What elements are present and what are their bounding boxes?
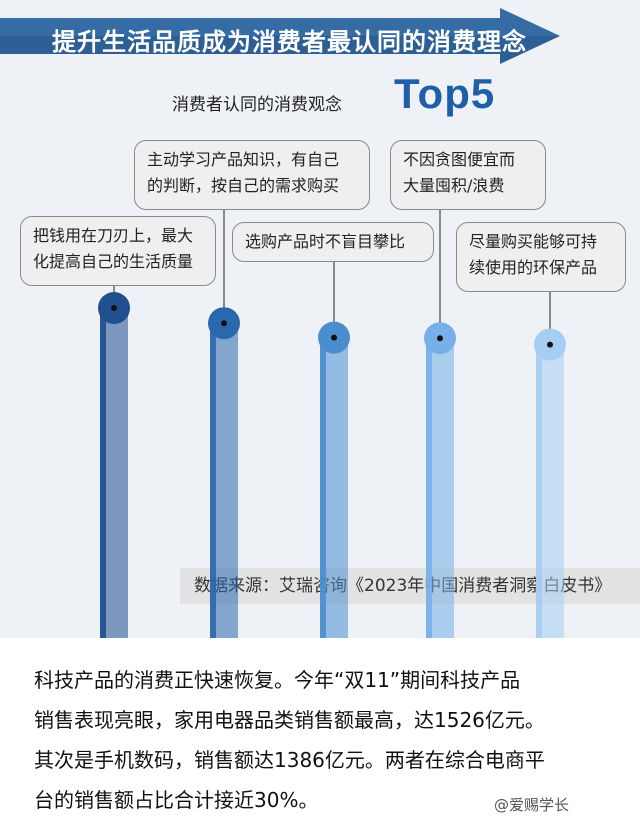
bubble-2-line1: 主动学习产品知识，有自己 [147, 150, 340, 169]
bubble-4: 不因贪图便宜而 大量囤积/浪费 [390, 140, 546, 210]
bubble-5: 尽量购买能够可持 续使用的环保产品 [456, 222, 626, 292]
paragraph-line-4: 台的销售额占比合计接近30%。 [34, 788, 319, 812]
body-paragraph: 科技产品的消费正快速恢复。今年“双11”期间科技产品 销售表现亮眼，家用电器品类… [34, 660, 614, 820]
bubble-5-line2: 续使用的环保产品 [469, 258, 598, 277]
chart-subtitle: 消费者认同的消费观念 [172, 95, 342, 115]
bubble-1-line2: 化提高自己的生活质量 [33, 252, 194, 271]
top5-heading: Top5 [394, 70, 496, 117]
banner-title: 提升生活品质成为消费者最认同的消费理念 [52, 28, 527, 56]
bubble-2: 主动学习产品知识，有自己 的判断，按自己的需求购买 [134, 140, 370, 210]
bubble-5-line1: 尽量购买能够可持 [469, 232, 598, 251]
bar-cap-dot-4 [437, 335, 443, 342]
bar-edge-3 [320, 337, 326, 638]
bubble-3-line1: 选购产品时不盲目攀比 [245, 232, 406, 251]
bubble-3: 选购产品时不盲目攀比 [232, 222, 434, 262]
bar-edge-2 [210, 323, 216, 638]
bar-cap-dot-5 [547, 341, 553, 348]
bar-cap-dot-1 [111, 305, 117, 311]
bar-cap-dot-3 [331, 334, 337, 341]
bubble-4-line2: 大量囤积/浪费 [403, 176, 505, 195]
bar-edge-4 [426, 338, 432, 638]
paragraph-line-1: 科技产品的消费正快速恢复。今年“双11”期间科技产品 [34, 668, 521, 692]
bar-chart: 65.2%55.7%46.7%46.3%42.3% [98, 210, 566, 638]
bar-cap-dot-2 [221, 320, 227, 327]
bubble-4-line1: 不因贪图便宜而 [403, 150, 516, 169]
bar-group [98, 292, 566, 638]
bar-edge-5 [536, 344, 542, 638]
bubble-2-line2: 的判断，按自己的需求购买 [147, 176, 340, 195]
weibo-watermark: @爱赐学长 [494, 796, 570, 814]
paragraph-line-3: 其次是手机数码，销售额达1386亿元。两者在综合电商平 [34, 748, 545, 772]
bubble-1-line1: 把钱用在刀刃上，最大 [33, 226, 194, 245]
title-banner [0, 8, 560, 64]
bar-edge-1 [100, 308, 106, 638]
bubble-1: 把钱用在刀刃上，最大 化提高自己的生活质量 [20, 216, 216, 286]
paragraph-line-2: 销售表现亮眼，家用电器品类销售额最高，达1526亿元。 [34, 708, 545, 732]
